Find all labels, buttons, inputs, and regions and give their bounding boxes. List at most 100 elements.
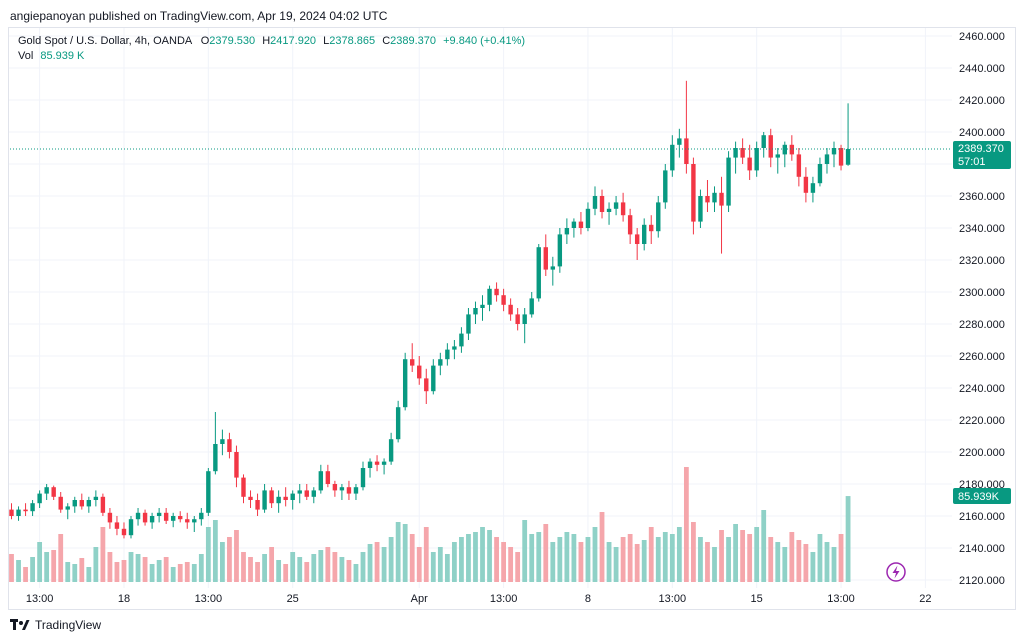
candle-body: [796, 154, 802, 177]
candle-body: [417, 365, 422, 379]
volume-bar: [72, 564, 78, 582]
volume-bar: [782, 547, 788, 582]
candle-body: [740, 148, 745, 158]
candle-body: [620, 202, 626, 216]
volume-bar: [437, 547, 443, 582]
volume-bar: [163, 557, 169, 582]
volume-bar: [100, 527, 106, 582]
candle-body: [311, 490, 316, 497]
candle-body: [318, 471, 324, 491]
price-tick-label: 2160.000: [959, 511, 1005, 523]
volume-bar: [648, 527, 654, 582]
price-tick-label: 2140.000: [959, 543, 1005, 555]
candle-body: [142, 512, 148, 523]
volume-bar: [255, 562, 260, 582]
candle-body: [262, 490, 267, 510]
volume-bar: [191, 564, 197, 582]
candle-body: [234, 452, 239, 478]
candle-body: [107, 512, 113, 523]
price-tag-countdown: 57:01: [958, 156, 986, 168]
high-value: 2417.920: [270, 35, 317, 47]
volume-bar: [430, 552, 436, 582]
time-tick-label: 13:00: [827, 593, 855, 605]
volume-bar: [220, 542, 225, 582]
volume-bar: [824, 542, 830, 582]
candle-body: [466, 314, 471, 334]
volume-bar: [698, 537, 703, 582]
price-axis: 2120.000 2140.000 2160.000 2180.000 2200.000…: [959, 31, 1005, 587]
volume-bar: [37, 542, 43, 582]
lightning-icon[interactable]: [886, 562, 906, 582]
volume-bar: [23, 567, 28, 582]
volume-bar: [44, 552, 50, 582]
volume-bar: [381, 547, 387, 582]
low-value: 2378.865: [329, 35, 376, 47]
volume-bar: [248, 557, 253, 582]
volume-bar: [627, 534, 633, 582]
price-tick-label: 2320.000: [959, 255, 1005, 267]
volume-bar: [641, 540, 647, 582]
price-tick-label: 2220.000: [959, 415, 1005, 427]
candle-body: [388, 439, 394, 462]
candle-body: [79, 500, 84, 507]
candle-body: [199, 512, 204, 520]
candle-body: [332, 484, 338, 491]
candle-body: [606, 208, 612, 212]
volume-bar: [388, 537, 394, 582]
volume-bar: [775, 542, 781, 582]
volume-bar: [522, 520, 528, 582]
volume-bar: [536, 532, 542, 582]
symbol-title[interactable]: Gold Spot / U.S. Dollar, 4h, OANDA: [18, 35, 192, 47]
volume-bar: [564, 532, 570, 582]
candle-body: [550, 266, 556, 270]
candle-body: [23, 509, 28, 512]
legend: Gold Spot / U.S. Dollar, 4h, OANDA O2379…: [18, 34, 525, 64]
time-tick-label: 22: [919, 593, 931, 605]
candle-body: [557, 234, 563, 267]
volume-bar: [86, 567, 92, 582]
candle-body: [220, 439, 225, 444]
time-tick-label: 25: [287, 593, 299, 605]
volume-bar: [234, 530, 239, 582]
candle-body: [402, 359, 408, 408]
candle-body: [522, 314, 527, 324]
volume-bar: [177, 564, 183, 582]
high-label: H: [262, 35, 271, 47]
candle-body: [170, 516, 176, 521]
ohlc-row: Gold Spot / U.S. Dollar, 4h, OANDA O2379…: [18, 34, 525, 49]
volume-bar: [662, 532, 668, 582]
candle-body: [585, 208, 591, 228]
candle-body: [58, 496, 63, 510]
volume-bar: [480, 527, 485, 582]
low-label: L: [323, 35, 330, 47]
candle-body: [9, 509, 14, 516]
volume-bar: [339, 557, 345, 582]
candle-body: [452, 346, 457, 350]
volume-bar: [543, 524, 549, 582]
volume-bar: [51, 550, 57, 582]
volume-tag-value: 85.939K: [958, 491, 1000, 503]
volume-bar: [205, 527, 211, 582]
candle-body: [698, 196, 703, 222]
candle-body: [733, 148, 738, 158]
price-tick-label: 2260.000: [959, 351, 1005, 363]
volume-bar: [705, 542, 710, 582]
volume-bar: [135, 554, 141, 582]
candle-body: [297, 490, 302, 494]
chart-frame: [8, 27, 1016, 610]
candle-body: [459, 333, 464, 347]
candle-body: [747, 157, 752, 171]
volume-bar: [107, 552, 113, 582]
candle-body: [135, 512, 141, 520]
time-tick-label: 13:00: [26, 593, 54, 605]
volume-bar: [416, 547, 422, 582]
volume-bar: [845, 496, 851, 582]
volume-bar: [451, 542, 457, 582]
candle-body: [185, 519, 190, 523]
time-tick-label: 8: [585, 593, 591, 605]
volume-row: Vol 85.939 K: [18, 49, 525, 64]
close-value: 2389.370: [390, 35, 437, 47]
price-tick-label: 2360.000: [959, 191, 1005, 203]
footer-brand[interactable]: TradingView: [10, 618, 101, 632]
